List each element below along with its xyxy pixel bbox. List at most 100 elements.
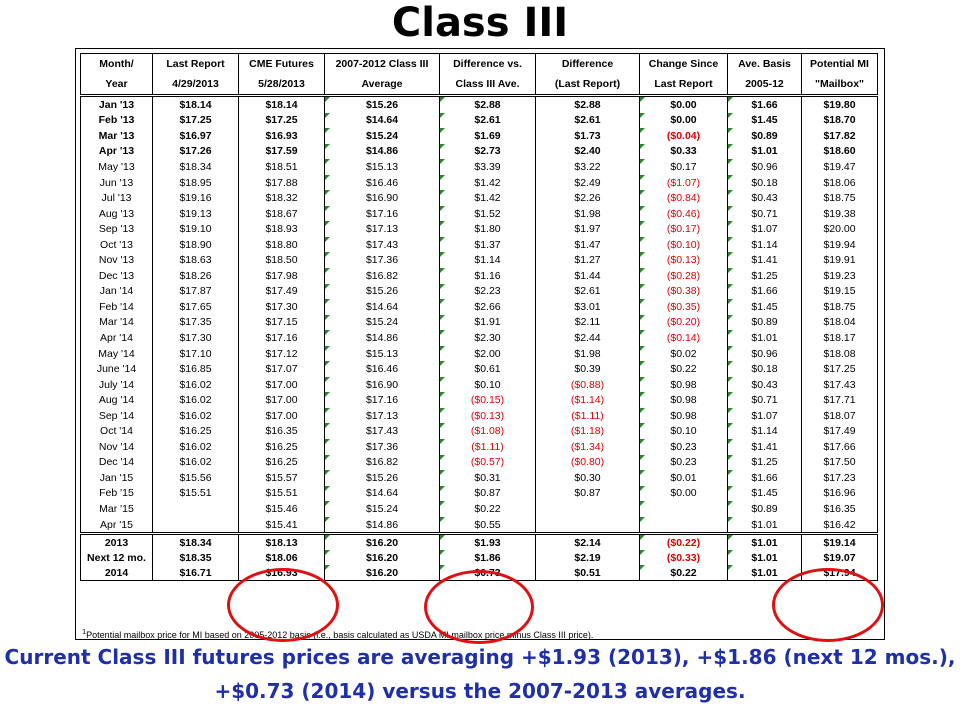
comment-flag-icon (325, 221, 330, 227)
table-cell: $1.01 (727, 516, 802, 535)
comment-flag-icon (728, 112, 733, 118)
cell-value: $18.34 (179, 160, 212, 173)
header-cell: Potential MI (801, 53, 878, 74)
cell-value: $0.23 (670, 440, 697, 453)
cell-value: ($1.18) (570, 425, 605, 438)
table-cell: $15.26 (324, 470, 440, 486)
cell-value: $2.61 (474, 114, 501, 127)
cell-value: $17.00 (265, 409, 298, 422)
table-cell: $18.70 (801, 112, 878, 129)
header-cell: Difference vs. (439, 53, 536, 74)
cell-value: $1.45 (751, 114, 778, 127)
comment-flag-icon (640, 299, 645, 305)
table-cell: $17.15 (238, 314, 325, 331)
comment-flag-icon (728, 205, 733, 211)
table-cell: $17.00 (238, 407, 325, 424)
row-label-cell: Mar '13 (80, 128, 153, 144)
comment-flag-icon (640, 536, 645, 541)
table-cell: ($1.34) (535, 439, 640, 455)
cell-value: $18.93 (265, 223, 298, 236)
cell-value: Jun '13 (99, 176, 134, 189)
cell-value: ($0.13) (470, 409, 505, 422)
cell-value: $1.27 (574, 254, 601, 267)
table-cell: $18.63 (152, 252, 239, 269)
cell-value: $19.15 (823, 285, 856, 298)
row-label-cell: Jun '13 (80, 174, 153, 191)
table-cell: $0.31 (439, 470, 536, 486)
cell-value: $16.90 (365, 192, 399, 205)
comment-flag-icon (440, 536, 445, 541)
cell-value: $19.91 (823, 254, 856, 267)
highlight-circle-mailbox (772, 568, 884, 642)
comment-flag-icon (640, 454, 645, 460)
cell-value: Oct '13 (100, 238, 133, 251)
table-cell: $17.43 (324, 423, 440, 440)
cell-value: $18.70 (823, 114, 856, 127)
comment-flag-icon (640, 439, 645, 445)
comment-flag-icon (640, 143, 645, 149)
comment-flag-icon (325, 516, 330, 522)
cell-value: $0.98 (670, 394, 697, 407)
comment-flag-icon (728, 221, 733, 227)
row-label-cell: Jan '15 (80, 470, 153, 486)
table-cell: $2.61 (535, 112, 640, 129)
table-cell: $17.07 (238, 361, 325, 377)
table-cell: $1.01 (727, 550, 802, 566)
table-cell: $14.64 (324, 485, 440, 502)
row-label-cell: Aug '14 (80, 392, 153, 408)
row-label-cell: 2014 (80, 565, 153, 582)
table-row: Jan '15 $15.56 $15.57 $15.26 $0.31 $0.30 $0.01… (80, 470, 878, 486)
comment-flag-icon (640, 174, 645, 180)
cell-value: $17.43 (365, 238, 399, 251)
cell-value: Jul '13 (101, 192, 132, 205)
cell-value: $18.50 (265, 254, 298, 267)
slide-title: Class III (391, 0, 569, 46)
table-cell: $1.66 (727, 470, 802, 486)
table-cell: $0.23 (639, 439, 728, 455)
cell-value: $2.44 (574, 331, 601, 344)
header-cell: Ave. Basis (727, 53, 802, 74)
header-cell: (Last Report) (535, 74, 640, 97)
table-row: Aug '13 $19.13 $18.67 $17.16 $1.52 $1.98 ($0.4… (80, 205, 878, 222)
cell-value: $17.30 (265, 300, 298, 313)
cell-value: Feb '15 (99, 487, 134, 500)
cell-value: Apr '14 (100, 331, 133, 344)
comment-flag-icon (728, 550, 733, 556)
row-label-cell: June '14 (80, 361, 153, 377)
table-cell: $16.85 (152, 361, 239, 377)
table-cell: $17.36 (324, 252, 440, 269)
cell-value: $1.45 (751, 300, 778, 313)
cell-value: $0.43 (751, 192, 778, 205)
cell-value: $18.06 (823, 176, 856, 189)
cell-value: $18.32 (265, 192, 298, 205)
table-cell: $1.45 (727, 299, 802, 315)
table-cell: $1.45 (727, 112, 802, 129)
comment-flag-icon (325, 536, 330, 541)
cell-value: $18.95 (179, 176, 212, 189)
table-cell (535, 501, 640, 517)
table-cell: $19.91 (801, 252, 878, 269)
table-row: Nov '13 $18.63 $18.50 $17.36 $1.14 $1.27 ($0.1… (80, 252, 878, 269)
header-cell: Last Report (152, 53, 239, 74)
cell-value: $1.98 (574, 347, 601, 360)
table-row: Nov '14 $16.02 $16.25 $17.36 ($1.11) ($1.34) $… (80, 439, 878, 455)
comment-flag-icon (728, 159, 733, 165)
comment-flag-icon (325, 97, 330, 102)
table-cell: $16.20 (324, 532, 440, 551)
cell-value: May '13 (98, 160, 135, 173)
cell-value: $18.60 (823, 145, 856, 158)
table-cell: $18.32 (238, 190, 325, 206)
cell-value: $18.34 (179, 536, 212, 549)
cell-value: $0.87 (574, 487, 601, 500)
cell-value: Mar '14 (99, 316, 134, 329)
table-cell: $17.65 (152, 299, 239, 315)
table-cell: $18.26 (152, 268, 239, 284)
comment-flag-icon (640, 205, 645, 211)
cell-value: Oct '14 (100, 425, 133, 438)
table-row: Jan '14 $17.87 $17.49 $15.26 $2.23 $2.61 ($0.3… (80, 283, 878, 300)
cell-value: $15.13 (365, 160, 399, 173)
table-cell: $17.66 (801, 439, 878, 455)
cell-value: $17.30 (179, 331, 212, 344)
table-cell: $17.59 (238, 143, 325, 160)
table-cell: $0.10 (439, 376, 536, 393)
